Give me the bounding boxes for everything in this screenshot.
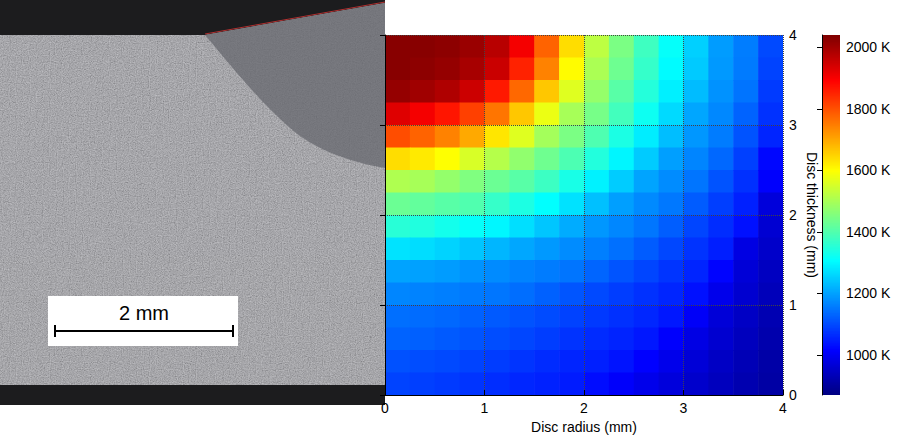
svg-text:0: 0	[789, 387, 797, 403]
svg-text:4: 4	[779, 400, 787, 416]
svg-text:0: 0	[381, 400, 389, 416]
svg-text:2000 K: 2000 K	[846, 39, 891, 55]
svg-text:1000 K: 1000 K	[846, 347, 891, 363]
svg-text:1: 1	[481, 400, 489, 416]
svg-text:2 mm: 2 mm	[119, 302, 169, 324]
svg-text:2: 2	[580, 400, 588, 416]
svg-text:2: 2	[789, 207, 797, 223]
svg-text:3: 3	[789, 117, 797, 133]
svg-text:1400 K: 1400 K	[846, 224, 891, 240]
svg-text:1800 K: 1800 K	[846, 101, 891, 117]
svg-text:3: 3	[680, 400, 688, 416]
svg-text:4: 4	[789, 27, 797, 43]
svg-text:1600 K: 1600 K	[846, 162, 891, 178]
svg-text:1200 K: 1200 K	[846, 285, 891, 301]
svg-text:1: 1	[789, 297, 797, 313]
svg-text:Disc radius (mm): Disc radius (mm)	[531, 419, 637, 435]
svg-text:Disc thickness (mm): Disc thickness (mm)	[804, 152, 820, 278]
